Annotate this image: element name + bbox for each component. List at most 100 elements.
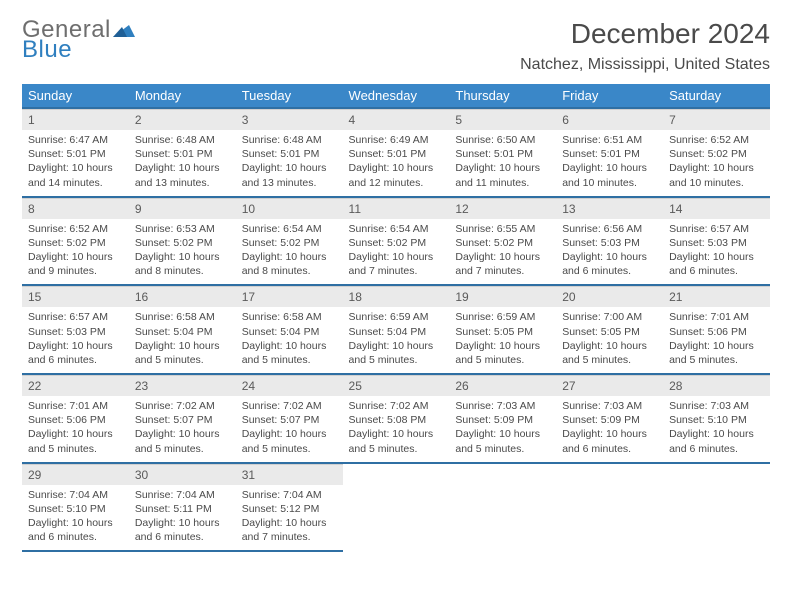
daylight-line: Daylight: 10 hours and 5 minutes. (349, 427, 444, 455)
sunrise-line: Sunrise: 7:02 AM (349, 399, 444, 413)
day-cell: 17Sunrise: 6:58 AMSunset: 5:04 PMDayligh… (236, 285, 343, 374)
daylight-line: Daylight: 10 hours and 7 minutes. (349, 250, 444, 278)
day-details: Sunrise: 7:03 AMSunset: 5:10 PMDaylight:… (663, 396, 770, 462)
day-cell: 23Sunrise: 7:02 AMSunset: 5:07 PMDayligh… (129, 374, 236, 463)
sunrise-line: Sunrise: 7:03 AM (669, 399, 764, 413)
sunrise-line: Sunrise: 6:50 AM (455, 133, 550, 147)
daylight-line: Daylight: 10 hours and 6 minutes. (669, 250, 764, 278)
day-details: Sunrise: 6:48 AMSunset: 5:01 PMDaylight:… (129, 130, 236, 196)
sunrise-line: Sunrise: 6:59 AM (455, 310, 550, 324)
day-details: Sunrise: 6:50 AMSunset: 5:01 PMDaylight:… (449, 130, 556, 196)
daylight-line: Daylight: 10 hours and 5 minutes. (135, 339, 230, 367)
day-cell: 28Sunrise: 7:03 AMSunset: 5:10 PMDayligh… (663, 374, 770, 463)
sunset-line: Sunset: 5:10 PM (669, 413, 764, 427)
day-cell: 3Sunrise: 6:48 AMSunset: 5:01 PMDaylight… (236, 108, 343, 197)
day-cell: 13Sunrise: 6:56 AMSunset: 5:03 PMDayligh… (556, 197, 663, 286)
daylight-line: Daylight: 10 hours and 10 minutes. (562, 161, 657, 189)
daylight-line: Daylight: 10 hours and 5 minutes. (242, 339, 337, 367)
day-cell: 14Sunrise: 6:57 AMSunset: 5:03 PMDayligh… (663, 197, 770, 286)
sunrise-line: Sunrise: 7:03 AM (455, 399, 550, 413)
day-number: 17 (236, 286, 343, 307)
day-details: Sunrise: 6:57 AMSunset: 5:03 PMDaylight:… (663, 219, 770, 285)
day-details: Sunrise: 7:01 AMSunset: 5:06 PMDaylight:… (663, 307, 770, 373)
day-details: Sunrise: 6:51 AMSunset: 5:01 PMDaylight:… (556, 130, 663, 196)
sunset-line: Sunset: 5:01 PM (242, 147, 337, 161)
sunset-line: Sunset: 5:03 PM (562, 236, 657, 250)
sunset-line: Sunset: 5:01 PM (135, 147, 230, 161)
weekday-header: Sunday (22, 84, 129, 108)
daylight-line: Daylight: 10 hours and 6 minutes. (562, 250, 657, 278)
day-number: 3 (236, 109, 343, 130)
sunrise-line: Sunrise: 6:48 AM (242, 133, 337, 147)
weekday-header-row: Sunday Monday Tuesday Wednesday Thursday… (22, 84, 770, 108)
sunset-line: Sunset: 5:04 PM (349, 325, 444, 339)
sunrise-line: Sunrise: 6:58 AM (242, 310, 337, 324)
daylight-line: Daylight: 10 hours and 11 minutes. (455, 161, 550, 189)
daylight-line: Daylight: 10 hours and 6 minutes. (135, 516, 230, 544)
empty-cell (663, 463, 770, 552)
daylight-line: Daylight: 10 hours and 5 minutes. (242, 427, 337, 455)
day-cell: 21Sunrise: 7:01 AMSunset: 5:06 PMDayligh… (663, 285, 770, 374)
day-details: Sunrise: 7:03 AMSunset: 5:09 PMDaylight:… (556, 396, 663, 462)
daylight-line: Daylight: 10 hours and 13 minutes. (135, 161, 230, 189)
day-number: 21 (663, 286, 770, 307)
day-number: 11 (343, 198, 450, 219)
sunset-line: Sunset: 5:12 PM (242, 502, 337, 516)
day-cell: 29Sunrise: 7:04 AMSunset: 5:10 PMDayligh… (22, 463, 129, 552)
day-details: Sunrise: 7:04 AMSunset: 5:10 PMDaylight:… (22, 485, 129, 551)
day-details: Sunrise: 6:54 AMSunset: 5:02 PMDaylight:… (343, 219, 450, 285)
sunset-line: Sunset: 5:01 PM (455, 147, 550, 161)
day-number: 26 (449, 375, 556, 396)
sunrise-line: Sunrise: 6:57 AM (28, 310, 123, 324)
sunrise-line: Sunrise: 6:54 AM (242, 222, 337, 236)
daylight-line: Daylight: 10 hours and 6 minutes. (28, 516, 123, 544)
daylight-line: Daylight: 10 hours and 7 minutes. (455, 250, 550, 278)
sunrise-line: Sunrise: 6:54 AM (349, 222, 444, 236)
sunset-line: Sunset: 5:03 PM (28, 325, 123, 339)
day-number: 24 (236, 375, 343, 396)
day-details: Sunrise: 6:53 AMSunset: 5:02 PMDaylight:… (129, 219, 236, 285)
daylight-line: Daylight: 10 hours and 5 minutes. (28, 427, 123, 455)
day-number: 18 (343, 286, 450, 307)
day-number: 20 (556, 286, 663, 307)
sunrise-line: Sunrise: 7:00 AM (562, 310, 657, 324)
day-details: Sunrise: 7:02 AMSunset: 5:07 PMDaylight:… (129, 396, 236, 462)
day-cell: 9Sunrise: 6:53 AMSunset: 5:02 PMDaylight… (129, 197, 236, 286)
daylight-line: Daylight: 10 hours and 6 minutes. (669, 427, 764, 455)
sunset-line: Sunset: 5:02 PM (135, 236, 230, 250)
day-number: 12 (449, 198, 556, 219)
day-number: 8 (22, 198, 129, 219)
day-cell: 24Sunrise: 7:02 AMSunset: 5:07 PMDayligh… (236, 374, 343, 463)
day-number: 19 (449, 286, 556, 307)
empty-cell (556, 463, 663, 552)
sunset-line: Sunset: 5:02 PM (349, 236, 444, 250)
day-cell: 31Sunrise: 7:04 AMSunset: 5:12 PMDayligh… (236, 463, 343, 552)
day-details: Sunrise: 7:02 AMSunset: 5:08 PMDaylight:… (343, 396, 450, 462)
day-number: 16 (129, 286, 236, 307)
sunset-line: Sunset: 5:05 PM (562, 325, 657, 339)
day-cell: 6Sunrise: 6:51 AMSunset: 5:01 PMDaylight… (556, 108, 663, 197)
calendar-body: 1Sunrise: 6:47 AMSunset: 5:01 PMDaylight… (22, 108, 770, 551)
day-cell: 10Sunrise: 6:54 AMSunset: 5:02 PMDayligh… (236, 197, 343, 286)
logo-text-blue: Blue (22, 38, 72, 62)
sunrise-line: Sunrise: 7:04 AM (242, 488, 337, 502)
sunrise-line: Sunrise: 7:04 AM (135, 488, 230, 502)
sunrise-line: Sunrise: 7:01 AM (28, 399, 123, 413)
day-cell: 7Sunrise: 6:52 AMSunset: 5:02 PMDaylight… (663, 108, 770, 197)
day-number: 30 (129, 464, 236, 485)
sunset-line: Sunset: 5:09 PM (455, 413, 550, 427)
day-details: Sunrise: 6:59 AMSunset: 5:04 PMDaylight:… (343, 307, 450, 373)
daylight-line: Daylight: 10 hours and 6 minutes. (28, 339, 123, 367)
day-cell: 20Sunrise: 7:00 AMSunset: 5:05 PMDayligh… (556, 285, 663, 374)
day-number: 1 (22, 109, 129, 130)
day-cell: 19Sunrise: 6:59 AMSunset: 5:05 PMDayligh… (449, 285, 556, 374)
day-details: Sunrise: 6:55 AMSunset: 5:02 PMDaylight:… (449, 219, 556, 285)
day-number: 2 (129, 109, 236, 130)
weekday-header: Friday (556, 84, 663, 108)
day-details: Sunrise: 7:00 AMSunset: 5:05 PMDaylight:… (556, 307, 663, 373)
day-details: Sunrise: 6:54 AMSunset: 5:02 PMDaylight:… (236, 219, 343, 285)
sunset-line: Sunset: 5:02 PM (669, 147, 764, 161)
day-number: 27 (556, 375, 663, 396)
daylight-line: Daylight: 10 hours and 5 minutes. (349, 339, 444, 367)
daylight-line: Daylight: 10 hours and 14 minutes. (28, 161, 123, 189)
